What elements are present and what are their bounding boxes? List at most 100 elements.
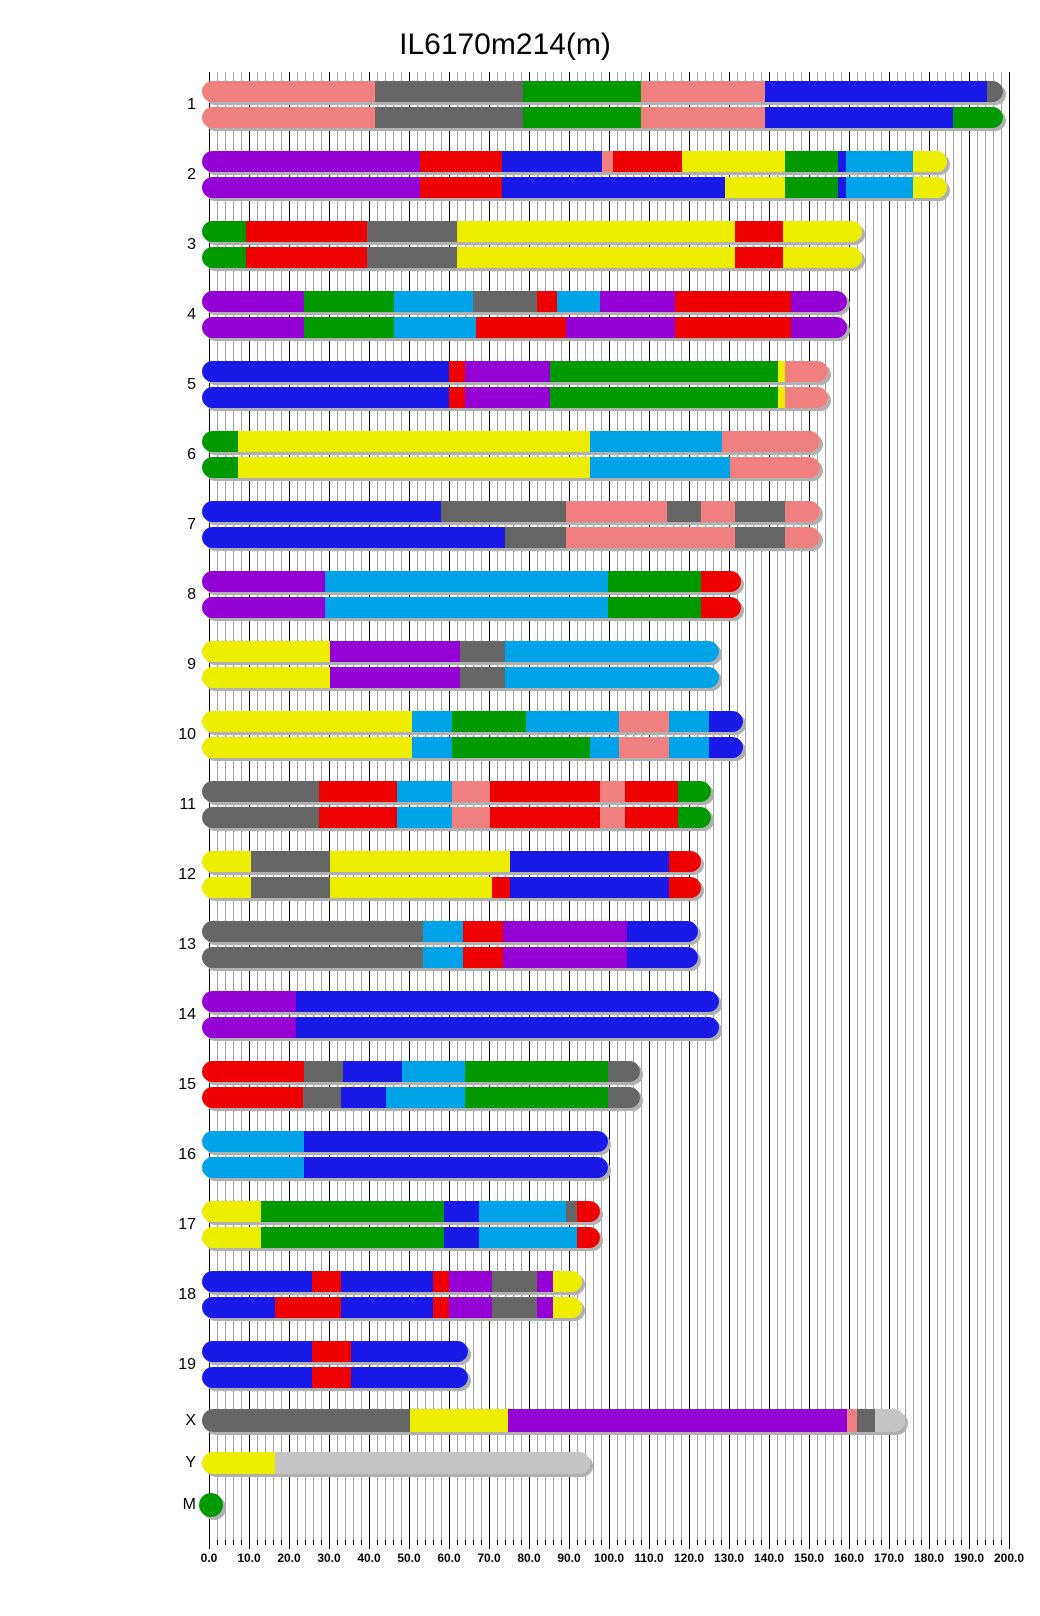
segment-yellow: [409, 1409, 508, 1432]
axis-tick: [793, 1540, 794, 1545]
gridline-minor: [873, 72, 874, 1540]
segment-pink: [565, 527, 736, 548]
gridline-minor: [521, 72, 522, 1540]
segment-red: [625, 781, 679, 802]
axis-tick: [425, 1540, 426, 1545]
gridline-minor: [673, 72, 674, 1540]
axis-tick: [625, 1540, 626, 1545]
row-label-5: 5: [187, 375, 196, 393]
segment-gray: [441, 501, 566, 522]
segment-red: [420, 151, 503, 172]
segment-pink: [785, 527, 820, 548]
gridline-minor: [665, 72, 666, 1540]
segment-red: [433, 1297, 450, 1318]
segment-blue: [341, 1271, 434, 1292]
segment-gray: [735, 501, 786, 522]
segment-green: [678, 807, 712, 828]
segment-purple: [202, 571, 325, 592]
axis-tick: [401, 1540, 402, 1545]
gridline-major: [729, 72, 730, 1540]
axis-tick: [337, 1540, 338, 1545]
segment-cyan: [393, 291, 474, 312]
axis-tick: [1001, 1540, 1002, 1545]
segment-red: [245, 247, 368, 268]
axis-tick-label: 40.0: [357, 1551, 381, 1565]
segment-red: [274, 1297, 341, 1318]
gridline-major: [1009, 72, 1010, 1540]
axis-tick: [313, 1540, 314, 1545]
gridline-major: [609, 72, 610, 1540]
segment-yellow: [202, 877, 251, 898]
axis-tick-label: 160.0: [833, 1551, 865, 1565]
segment-blue: [502, 151, 602, 172]
gridline-minor: [753, 72, 754, 1540]
segment-green: [452, 711, 527, 732]
row-label-13: 13: [178, 935, 196, 953]
axis-tick: [249, 1540, 250, 1549]
segment-purple: [465, 387, 550, 408]
segment-red: [311, 1271, 341, 1292]
segment-red: [669, 851, 701, 872]
gridline-major: [209, 72, 210, 1540]
segment-purple: [536, 1271, 553, 1292]
axis-tick-label: 120.0: [673, 1551, 705, 1565]
gridline-major: [689, 72, 690, 1540]
gridline-minor: [353, 72, 354, 1540]
axis-tick-label: 0.0: [200, 1551, 218, 1565]
segment-yellow: [202, 737, 413, 758]
axis-tick: [681, 1540, 682, 1545]
segment-gray: [459, 641, 505, 662]
chromosome-5-bar-2: [202, 387, 828, 408]
gridline-minor: [265, 72, 266, 1540]
chromosome-X-bar-1: [202, 1409, 905, 1432]
chromosome-6-bar-2: [202, 457, 820, 478]
segment-green: [608, 571, 701, 592]
segment-blue: [510, 877, 669, 898]
gridline-major: [489, 72, 490, 1540]
segment-cyan: [526, 711, 619, 732]
chromosome-7-bar-1: [202, 501, 820, 522]
axis-tick: [961, 1540, 962, 1545]
axis-tick: [705, 1540, 706, 1545]
axis-tick: [673, 1540, 674, 1545]
segment-pink: [785, 501, 820, 522]
axis-tick: [513, 1540, 514, 1545]
segment-gray: [251, 877, 331, 898]
axis-tick: [721, 1540, 722, 1545]
segment-pink: [722, 431, 820, 452]
chromosome-13-bar-2: [202, 947, 699, 968]
segment-blue: [295, 991, 720, 1012]
row-label-7: 7: [187, 515, 196, 533]
segment-yellow: [202, 1201, 262, 1222]
segment-blue: [350, 1341, 468, 1362]
axis-tick: [777, 1540, 778, 1545]
segment-blue: [295, 1017, 720, 1038]
gridline-minor: [457, 72, 458, 1540]
axis-tick-label: 200.0: [993, 1551, 1025, 1565]
row-label-19: 19: [178, 1355, 196, 1373]
segment-yellow: [330, 851, 511, 872]
axis-tick: [241, 1540, 242, 1545]
segment-gray: [375, 81, 523, 102]
gridline-minor: [217, 72, 218, 1540]
axis-tick: [257, 1540, 258, 1545]
segment-red: [674, 291, 791, 312]
axis-tick: [593, 1540, 594, 1545]
segment-purple: [536, 1297, 553, 1318]
segment-blue: [202, 361, 450, 382]
segment-cyan: [669, 737, 709, 758]
axis-tick: [537, 1540, 538, 1545]
segment-purple: [565, 317, 675, 338]
axis-tick: [233, 1540, 234, 1545]
gridline-major: [449, 72, 450, 1540]
gridline-minor: [945, 72, 946, 1540]
gridline-minor: [905, 72, 906, 1540]
segment-gray: [491, 1297, 537, 1318]
chromosome-8-bar-1: [202, 571, 741, 592]
segment-yellow: [913, 177, 947, 198]
chromosome-17-bar-2: [202, 1227, 601, 1248]
segment-green: [465, 1061, 609, 1082]
gridline-minor: [273, 72, 274, 1540]
segment-gray: [608, 1061, 641, 1082]
segment-yellow: [202, 851, 251, 872]
